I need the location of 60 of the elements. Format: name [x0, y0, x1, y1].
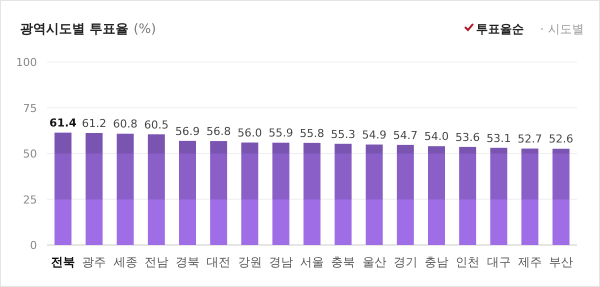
bar [304, 142, 320, 245]
data-label: 54.9 [362, 128, 386, 142]
x-tick-label: 충남 [424, 255, 448, 269]
data-label: 61.2 [82, 117, 106, 130]
x-tick-label: 충북 [331, 255, 356, 269]
x-tick-label: 울산 [362, 255, 386, 269]
bar [148, 134, 165, 245]
data-label: 55.8 [300, 126, 324, 140]
x-tick-label: 인천 [456, 255, 480, 269]
y-tick-label: 25 [23, 193, 37, 206]
x-tick-label: 부산 [549, 255, 573, 269]
bar [54, 132, 72, 245]
data-label: 56.9 [175, 124, 200, 138]
data-label: 55.3 [330, 128, 356, 141]
data-label: 60.8 [113, 118, 138, 131]
bar [490, 148, 508, 245]
y-tick-label: 100 [16, 56, 37, 69]
bar [366, 144, 383, 245]
bar [210, 141, 228, 245]
text: 시도별 [548, 22, 584, 36]
x-tick-label: 광주 [82, 255, 106, 269]
data-label: 55.9 [268, 126, 294, 140]
y-tick-label: 75 [23, 102, 37, 115]
data-label: 54.0 [424, 130, 449, 144]
x-tick-label: 대구 [486, 255, 511, 269]
x-tick-label: 제주 [518, 255, 542, 269]
y-tick-label: 50 [23, 148, 37, 160]
x-tick-label: 대전 [206, 255, 231, 269]
x-tick-label: 경기 [393, 255, 418, 269]
bar [179, 140, 196, 245]
bar [521, 148, 538, 245]
data-label: 60.5 [144, 118, 169, 132]
data-label: 56.0 [238, 126, 262, 140]
chart-title: 광역시도별 투표율 [20, 22, 129, 37]
bar [86, 133, 103, 245]
text: 투표율순 [476, 22, 524, 36]
bar [459, 146, 476, 245]
x-tick-label: 강원 [238, 255, 262, 269]
bar [552, 148, 570, 245]
x-tick-label: 세종 [113, 255, 138, 269]
x-tick-label: 전북 [51, 255, 75, 269]
chart-subtitle: (%) [134, 22, 156, 37]
data-label: 56.8 [206, 125, 231, 138]
y-tick-label: 0 [30, 239, 37, 252]
data-label: 53.1 [486, 132, 511, 145]
data-label: 52.7 [518, 132, 542, 146]
x-tick-label: 전남 [144, 255, 168, 269]
bar [396, 144, 414, 245]
bar [334, 144, 352, 245]
bar [116, 134, 134, 245]
bar [272, 142, 290, 245]
bar [428, 146, 445, 245]
x-tick-label: 서울 [300, 255, 324, 269]
x-tick-label: 경북 [176, 255, 200, 269]
data-label: 52.6 [548, 132, 574, 146]
bar [241, 142, 258, 245]
data-label: 53.6 [455, 130, 480, 144]
x-tick-label: 경남 [268, 255, 293, 269]
data-label: 54.7 [393, 128, 418, 142]
data-label: 61.4 [49, 116, 77, 130]
